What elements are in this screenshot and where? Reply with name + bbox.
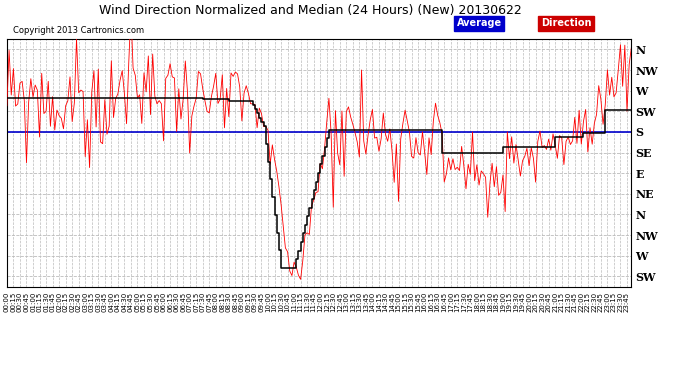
Text: Wind Direction Normalized and Median (24 Hours) (New) 20130622: Wind Direction Normalized and Median (24… — [99, 4, 522, 17]
Text: Copyright 2013 Cartronics.com: Copyright 2013 Cartronics.com — [13, 26, 144, 35]
Text: Average: Average — [457, 18, 502, 28]
Text: Direction: Direction — [541, 18, 591, 28]
